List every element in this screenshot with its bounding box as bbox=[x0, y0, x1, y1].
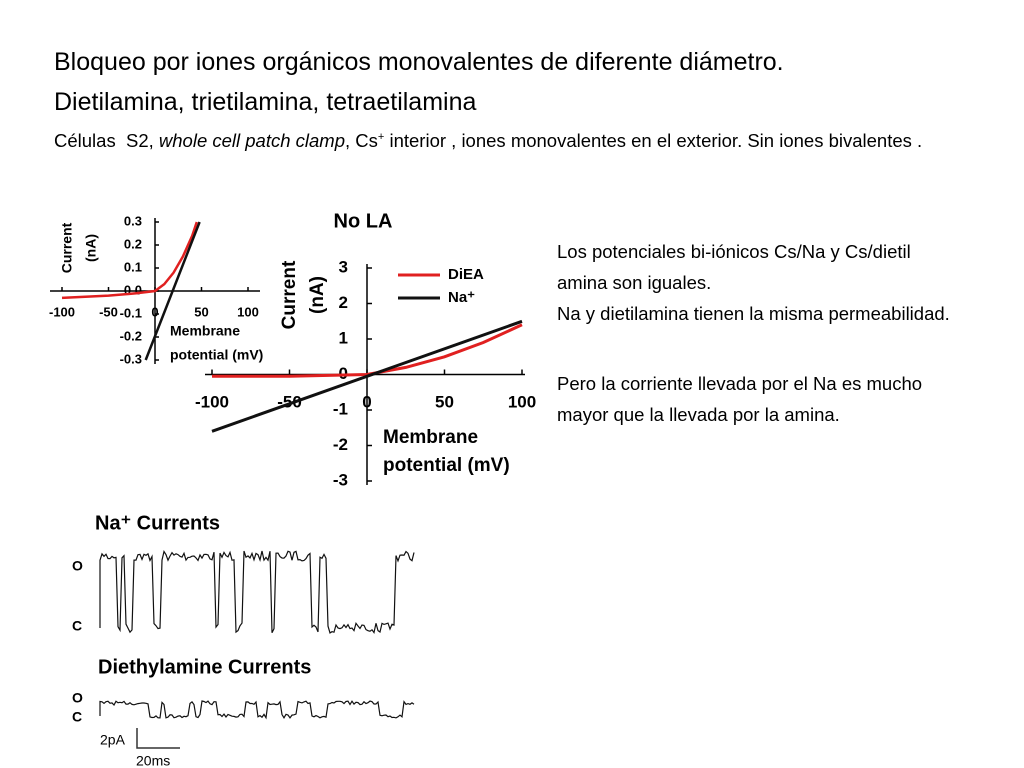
text: whole cell patch clamp bbox=[158, 130, 346, 152]
y-tick-label: 0 bbox=[339, 364, 348, 383]
title-line: Bloqueo por iones orgánicos monovalentes… bbox=[54, 48, 784, 76]
diea-trace bbox=[99, 700, 415, 720]
y-tick-label: -1 bbox=[333, 399, 348, 418]
y-axis-label: (nA) bbox=[307, 276, 328, 314]
x-axis-label: Membrane bbox=[383, 427, 478, 448]
y-axis-label: Current bbox=[59, 222, 75, 273]
x-axis-label: potential (mV) bbox=[383, 455, 510, 476]
trace-title: Diethylamine Currents bbox=[98, 656, 311, 678]
trace-title: Na⁺ Currents bbox=[95, 512, 220, 534]
subtitle: Células S2, whole cell patch clamp, Cs+ … bbox=[54, 122, 974, 156]
y-tick-label: 1 bbox=[339, 328, 348, 347]
na-trace bbox=[99, 549, 415, 635]
notes: Los potenciales bi-iónicos Cs/Na y Cs/di… bbox=[557, 236, 957, 430]
chart-title: No LA bbox=[334, 210, 393, 232]
series-line bbox=[144, 221, 201, 361]
x-tick-label: 50 bbox=[194, 304, 208, 319]
series-line bbox=[211, 319, 523, 433]
x-axis-label: potential (mV) bbox=[170, 347, 263, 363]
y-tick-label: -3 bbox=[333, 470, 348, 489]
text: Células S2, bbox=[54, 130, 159, 152]
series-line bbox=[61, 221, 198, 300]
text: , Cs bbox=[345, 130, 378, 152]
y-tick-label: -2 bbox=[333, 435, 348, 454]
text: + bbox=[377, 131, 385, 143]
title: Bloqueo por iones orgánicos monovalentes… bbox=[54, 42, 784, 122]
note: Pero la corriente llevada por el Na es m… bbox=[557, 373, 923, 425]
y-tick-label: 3 bbox=[339, 257, 348, 276]
trace-level: O bbox=[72, 558, 83, 574]
trace-level: O bbox=[72, 690, 83, 706]
x-tick-label: -50 bbox=[99, 304, 118, 319]
y-axis-label: Current bbox=[279, 260, 300, 329]
scale-bar bbox=[136, 728, 180, 749]
x-tick-label: 100 bbox=[508, 392, 536, 411]
y-tick-label: 0.2 bbox=[124, 236, 142, 251]
series-line bbox=[212, 323, 523, 378]
y-tick-label: 0.1 bbox=[124, 259, 142, 274]
y-tick-label: 2 bbox=[339, 293, 348, 312]
x-axis-label: Membrane bbox=[170, 323, 240, 339]
legend-label: DiEA bbox=[448, 266, 484, 283]
y-tick-label: -0.1 bbox=[120, 305, 142, 320]
text: interior , iones monovalentes en el exte… bbox=[384, 130, 923, 152]
y-axis-label: (nA) bbox=[83, 234, 99, 262]
x-tick-label: 100 bbox=[237, 304, 259, 319]
scale-label: 2pA bbox=[100, 732, 126, 748]
x-tick-label: 0 bbox=[151, 304, 158, 319]
y-tick-label: -0.2 bbox=[120, 328, 142, 343]
title-line: Dietilamina, trietilamina, tetraetilamin… bbox=[54, 88, 477, 116]
x-tick-label: -100 bbox=[49, 304, 75, 319]
scale-label: 20ms bbox=[136, 753, 170, 768]
note: Los potenciales bi-iónicos Cs/Na y Cs/di… bbox=[557, 241, 911, 293]
legend-label: Na⁺ bbox=[448, 289, 475, 306]
trace-level: C bbox=[72, 618, 82, 634]
note: Na y dietilamina tienen la misma permeab… bbox=[557, 303, 950, 324]
y-tick-label: -0.3 bbox=[120, 351, 142, 366]
x-tick-label: -100 bbox=[195, 392, 229, 411]
y-tick-label: 0.3 bbox=[124, 213, 142, 228]
trace-level: C bbox=[72, 709, 82, 725]
x-tick-label: 50 bbox=[435, 392, 454, 411]
x-tick-label: 0 bbox=[362, 392, 371, 411]
